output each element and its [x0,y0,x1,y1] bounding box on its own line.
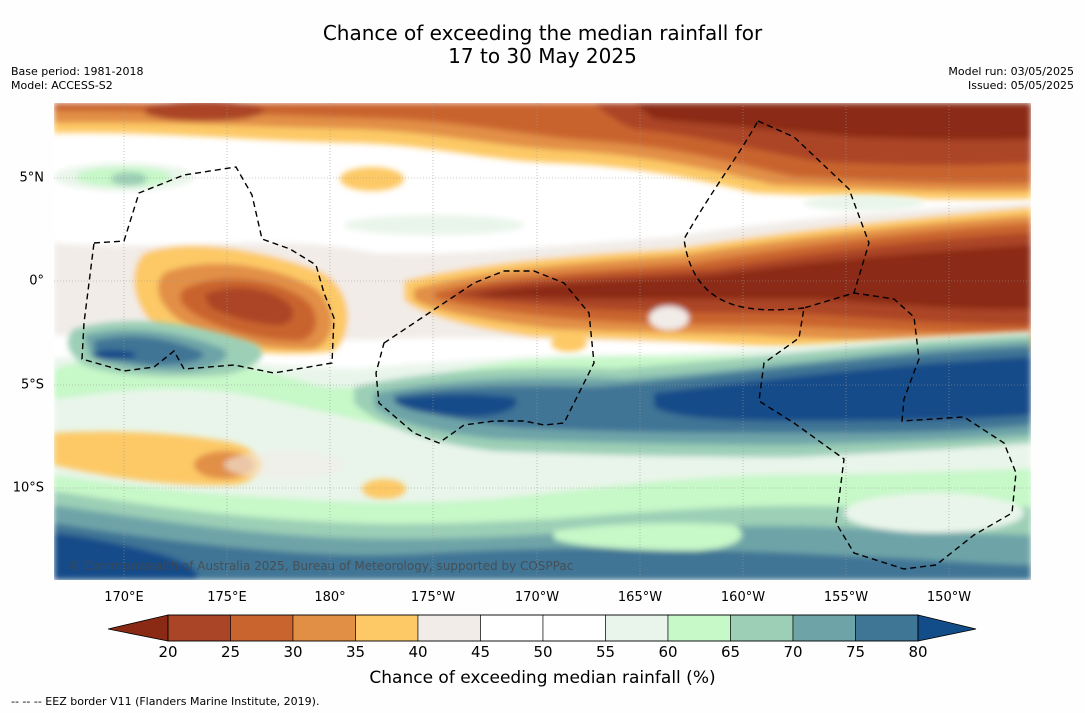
map-title-line2: 17 to 30 May 2025 [448,44,637,68]
colorbar-tick-label: 80 [908,643,928,661]
map-title-line1: Chance of exceeding the median rainfall … [322,21,763,45]
colorbar-tick-label: 20 [158,643,178,661]
lon-label-160w: 160°W [720,590,766,605]
model-run-text: Model run: 03/05/2025 [948,65,1074,78]
issued-text: Issued: 05/05/2025 [967,79,1074,92]
eez-footnote: -- -- -- EEZ border V11 (Flanders Marine… [11,695,320,708]
colorbar-tick-label: 25 [220,643,241,661]
meta-left: Base period: 1981-2018 Model: ACCESS-S2 [11,65,143,93]
colorbar-tick-label: 60 [658,643,678,661]
lat-label-0: 0° [29,273,44,289]
lon-label-150w: 150°W [926,590,972,605]
colorbar-segment [292,614,356,642]
lon-label-175e: 175°E [207,590,247,605]
base-period-text: Base period: 1981-2018 [11,65,144,78]
colorbar-segment [417,614,481,642]
north-dry-band [54,103,1031,200]
colorbar [108,614,977,642]
south-dry-patch [54,431,406,499]
lat-label-10s: 10°S [12,480,44,496]
colorbar-tick-label: 45 [470,643,491,661]
colorbar-tick-label: 40 [408,643,428,661]
map-gridlines [54,103,1031,580]
colorbar-over-arrow [917,614,977,642]
colorbar-tick-label: 70 [783,643,803,661]
colorbar-segment [480,614,544,642]
lon-label-165w: 165°W [617,590,663,605]
colorbar-segments [167,614,919,642]
colorbar-tick-label: 55 [595,643,616,661]
lat-label-5s: 5°S [20,377,44,393]
north-wet-patch [54,163,924,235]
model-text: Model: ACCESS-S2 [11,79,113,92]
bottom-wet-region [54,469,1031,580]
colorbar-tick-label: 30 [283,643,303,661]
lon-label-170w: 170°W [514,590,560,605]
lon-label-170e: 170°E [104,590,144,605]
colorbar-tick-label: 65 [720,643,741,661]
colorbar-segment [605,614,669,642]
colorbar-segment [855,614,919,642]
colorbar-segment [167,614,231,642]
copyright-credit: © Commonwealth of Australia 2025, Bureau… [68,559,574,573]
colorbar-tick-label: 35 [345,643,366,661]
lon-label-175w: 175°W [410,590,456,605]
colorbar-tick-label: 75 [845,643,866,661]
lat-label-5n: 5°N [19,170,45,186]
colorbar-under-arrow [108,614,169,642]
colorbar-segment [792,614,856,642]
eez-borders [81,120,1017,570]
colorbar-segment [230,614,294,642]
colorbar-segment [730,614,794,642]
colorbar-tick-label: 50 [533,643,553,661]
colorbar-segment [667,614,731,642]
colorbar-segment [542,614,606,642]
colorbar-segment [355,614,419,642]
lon-label-155w: 155°W [823,590,869,605]
rainfall-map [54,103,1031,580]
lon-label-180: 180° [314,590,346,605]
meta-right: Model run: 03/05/2025 Issued: 05/05/2025 [948,65,1074,93]
colorbar-title: Chance of exceeding median rainfall (%) [369,668,716,688]
